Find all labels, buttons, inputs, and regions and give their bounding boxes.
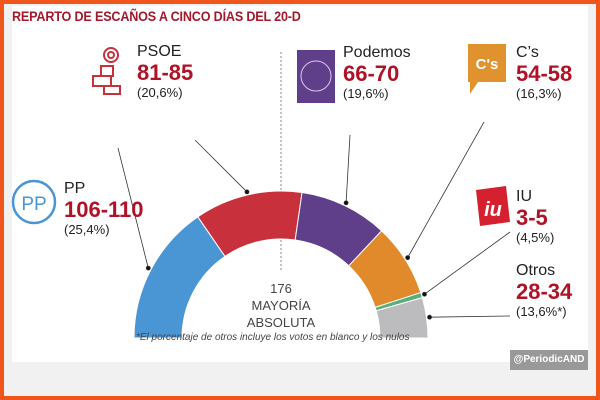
pp-logo-icon: PP xyxy=(11,179,57,225)
seat-range: 66-70 xyxy=(343,61,400,86)
party-name: Podemos xyxy=(343,44,411,61)
psoe-logo-icon xyxy=(92,47,121,95)
party-name: IU xyxy=(516,188,532,205)
seat-range: 28-34 xyxy=(516,279,573,304)
majority-text: MAYORÍA xyxy=(251,298,311,313)
seat-range: 3-5 xyxy=(516,205,548,230)
leader-line xyxy=(345,134,351,203)
footnote: *El porcentaje de otros incluye los voto… xyxy=(136,332,410,343)
chart-title: REPARTO DE ESCAÑOS A CINCO DÍAS DEL 20-D xyxy=(12,8,301,24)
party-cs: C’s 54-58 (16,3%) xyxy=(516,44,572,101)
svg-text:PP: PP xyxy=(21,194,46,215)
cs-logo-icon: C's xyxy=(468,44,506,94)
leader-dot xyxy=(427,314,432,320)
podemos-logo-icon xyxy=(297,50,335,103)
party-name: Otros xyxy=(516,262,556,279)
leader-line xyxy=(194,139,248,193)
party-pp: PP 106-110 (25,4%) xyxy=(64,180,144,237)
party-name: PP xyxy=(64,180,86,197)
vote-percent: (19,6%) xyxy=(343,86,389,101)
iu-logo-icon: iu xyxy=(476,186,510,226)
party-name: PSOE xyxy=(137,43,182,60)
segment-otros xyxy=(375,297,429,339)
svg-text:iu: iu xyxy=(484,199,502,221)
vote-percent: (16,3%) xyxy=(516,86,562,101)
party-otros: Otros 28-34 (13,6%*) xyxy=(516,262,572,319)
party-iu: IU 3-5 (4,5%) xyxy=(516,188,554,245)
majority-text-2: ABSOLUTA xyxy=(246,315,316,330)
party-name: C’s xyxy=(516,44,539,61)
party-psoe: PSOE 81-85 (20,6%) xyxy=(137,43,193,100)
source-tag: @PeriodicAND xyxy=(510,350,588,370)
leader-line xyxy=(424,231,511,295)
vote-percent: (4,5%) xyxy=(516,230,555,245)
leader-line xyxy=(407,121,485,258)
majority-label: 176 MAYORÍA ABSOLUTA xyxy=(231,280,331,331)
leader-line xyxy=(117,147,149,269)
leader-dot xyxy=(343,200,349,206)
leader-dot xyxy=(244,189,250,195)
cs-logo-text: C's xyxy=(476,56,499,73)
seat-range: 81-85 xyxy=(137,60,194,85)
party-podemos: Podemos 66-70 (19,6%) xyxy=(343,44,411,101)
vote-percent: (25,4%) xyxy=(64,222,110,237)
vote-percent: (20,6%) xyxy=(137,85,183,100)
leader-dot xyxy=(422,291,427,297)
vote-percent: (13,6%*) xyxy=(516,304,567,319)
seat-range: 54-58 xyxy=(516,61,573,86)
leader-dot xyxy=(405,255,411,261)
majority-value: 176 xyxy=(270,281,292,296)
leader-dot xyxy=(145,265,151,271)
leader-line xyxy=(429,315,511,318)
seat-range: 106-110 xyxy=(64,197,144,222)
